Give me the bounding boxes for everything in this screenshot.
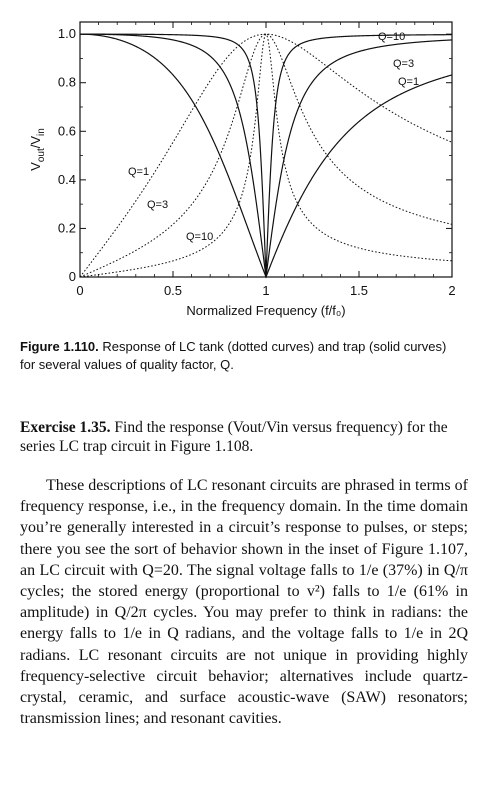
trap-label-q10: Q=10 <box>378 31 405 43</box>
x-tick-label: 2 <box>448 283 455 298</box>
tank-label-q10: Q=10 <box>186 231 213 243</box>
caption-label: Figure 1.110. <box>20 339 99 354</box>
trap-curve-q3 <box>80 33 453 278</box>
trap-curve-q1 <box>80 33 453 279</box>
trap-label-q1: Q=1 <box>398 76 419 88</box>
y-axis-title: Vout/Vin <box>28 128 47 171</box>
exercise-paragraph: Exercise 1.35. Find the response (Vout/V… <box>20 418 468 456</box>
trap-label-q3: Q=3 <box>393 58 414 70</box>
x-tick-label: 1 <box>262 283 269 298</box>
x-tick-label: 0.5 <box>164 283 182 298</box>
figure-chart: 0 0.5 1 1.5 2 0 0.2 0.4 0.6 0.8 1.0 Q=10 Q=3 Q=1 Q=1 Q=… <box>0 0 478 330</box>
chart-svg: 0 0.5 1 1.5 2 0 0.2 0.4 0.6 0.8 1.0 Q=10 Q=3 Q=1 Q=1 Q=… <box>28 21 456 318</box>
tank-curve-q3 <box>79 33 453 278</box>
y-tick-label: 0.6 <box>58 123 76 138</box>
body-text: These descriptions of LC resonant circui… <box>20 475 468 729</box>
x-tick-label: 1.5 <box>350 283 368 298</box>
y-tick-label: 0 <box>69 269 76 284</box>
y-tick-label: 1.0 <box>58 26 76 41</box>
trap-curve-q10 <box>80 33 452 278</box>
tank-label-q3: Q=3 <box>147 199 168 211</box>
caption-text: Response of LC tank (dotted curves) and … <box>20 339 447 372</box>
tank-curve-q1 <box>79 33 453 278</box>
tank-label-q1: Q=1 <box>128 166 149 178</box>
x-tick-label: 0 <box>76 283 83 298</box>
y-tick-label: 0.2 <box>58 220 76 235</box>
exercise-label: Exercise 1.35. <box>20 419 111 436</box>
figure-caption: Figure 1.110. Response of LC tank (dotte… <box>20 338 465 374</box>
body-paragraph: These descriptions of LC resonant circui… <box>20 477 468 728</box>
exercise-text: Find the response (Vout/Vin versus frequ… <box>20 419 448 455</box>
y-tick-label: 0.4 <box>58 172 76 187</box>
tank-curve-q10 <box>79 33 453 278</box>
y-tick-label: 0.8 <box>58 75 76 90</box>
x-axis-title: Normalized Frequency (f/f₀) <box>186 303 345 318</box>
